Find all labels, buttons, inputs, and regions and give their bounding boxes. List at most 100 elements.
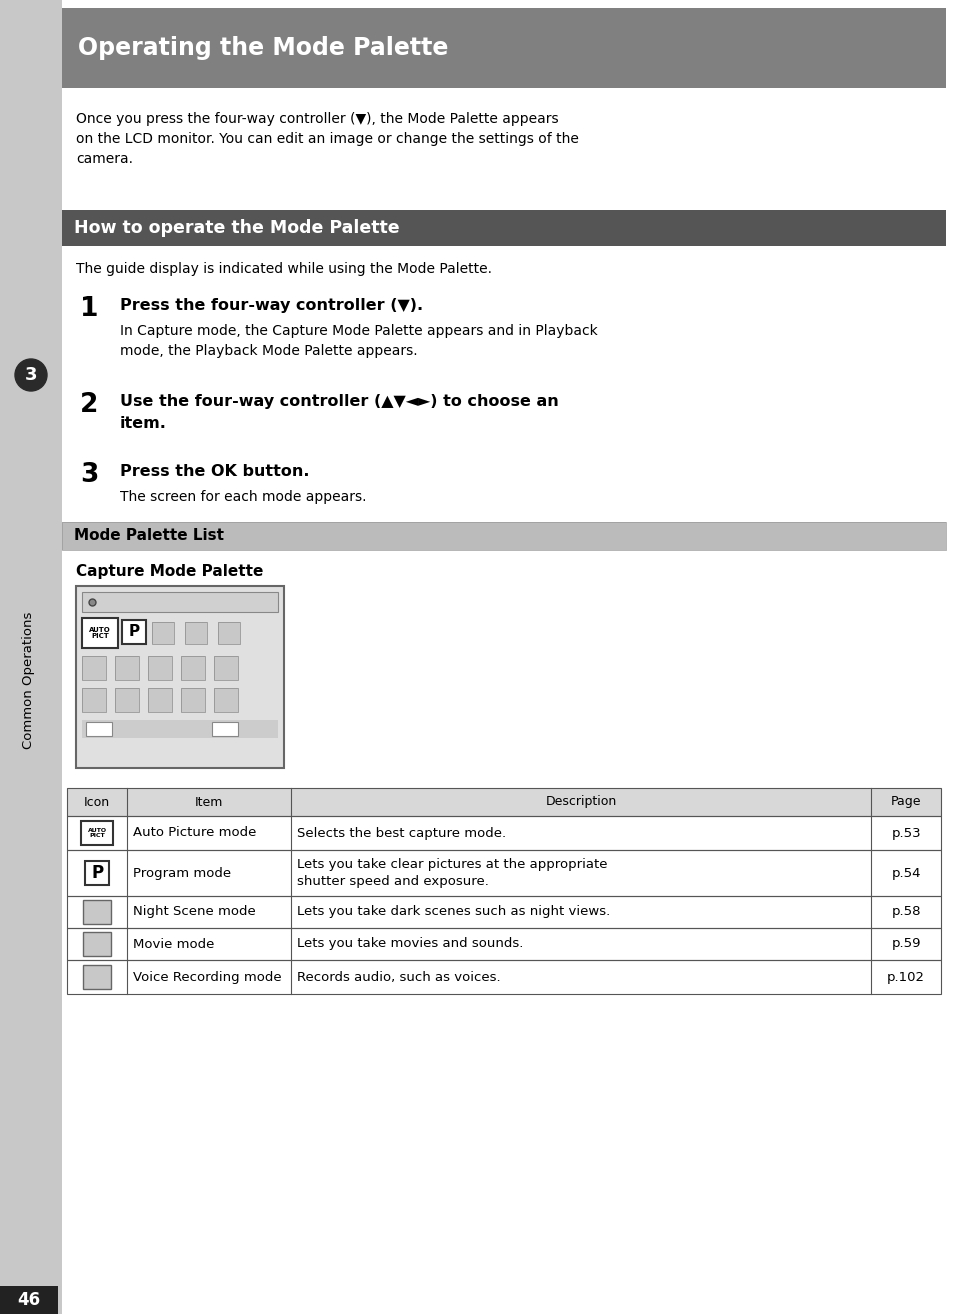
Text: Auto Picture mode: Auto Picture mode bbox=[133, 827, 256, 840]
Text: Press the OK button.: Press the OK button. bbox=[120, 464, 309, 480]
Bar bbox=[122, 620, 146, 644]
Text: Lets you take dark scenes such as night views.: Lets you take dark scenes such as night … bbox=[296, 905, 609, 918]
Text: AUTO
PICT: AUTO PICT bbox=[89, 627, 111, 639]
Bar bbox=[82, 689, 106, 712]
Bar bbox=[67, 788, 940, 816]
Bar bbox=[83, 932, 111, 957]
Text: Page: Page bbox=[890, 795, 921, 808]
Text: Lets you take movies and sounds.: Lets you take movies and sounds. bbox=[296, 937, 522, 950]
Bar bbox=[82, 593, 277, 612]
Bar bbox=[213, 656, 237, 681]
Text: P: P bbox=[91, 865, 103, 882]
Bar bbox=[181, 689, 205, 712]
Bar bbox=[152, 622, 173, 644]
Bar bbox=[67, 896, 940, 928]
Bar bbox=[82, 656, 106, 681]
Bar bbox=[76, 586, 284, 767]
Bar bbox=[148, 689, 172, 712]
Circle shape bbox=[15, 359, 47, 392]
Bar bbox=[62, 522, 945, 551]
Bar bbox=[181, 656, 205, 681]
Text: Operating the Mode Palette: Operating the Mode Palette bbox=[78, 35, 448, 60]
Bar bbox=[76, 586, 284, 767]
Bar bbox=[67, 816, 940, 850]
Text: Movie mode: Movie mode bbox=[133, 937, 214, 950]
Bar bbox=[83, 932, 111, 957]
Bar bbox=[82, 618, 118, 648]
Bar bbox=[115, 689, 139, 712]
Text: Program mode: Program mode bbox=[133, 866, 231, 879]
Bar bbox=[85, 861, 109, 886]
Bar bbox=[82, 656, 106, 681]
Text: 2: 2 bbox=[80, 392, 98, 418]
Bar bbox=[83, 900, 111, 924]
Bar bbox=[0, 0, 62, 1314]
Bar bbox=[67, 961, 940, 993]
Bar bbox=[213, 689, 237, 712]
Bar bbox=[67, 850, 940, 896]
Text: 46: 46 bbox=[17, 1290, 41, 1309]
Text: p.53: p.53 bbox=[890, 827, 920, 840]
Text: P: P bbox=[129, 624, 139, 640]
Text: Voice Recording mode: Voice Recording mode bbox=[133, 971, 281, 983]
Bar bbox=[86, 721, 112, 736]
Text: AUTO
PICT: AUTO PICT bbox=[88, 828, 107, 838]
Bar bbox=[67, 850, 940, 896]
Bar bbox=[81, 821, 113, 845]
Bar bbox=[62, 210, 945, 246]
Bar bbox=[185, 622, 207, 644]
Bar bbox=[82, 618, 118, 648]
Text: How to operate the Mode Palette: How to operate the Mode Palette bbox=[74, 219, 399, 237]
Bar bbox=[218, 622, 240, 644]
Bar bbox=[82, 720, 277, 738]
Text: Lets you take clear pictures at the appropriate
shutter speed and exposure.: Lets you take clear pictures at the appr… bbox=[296, 858, 607, 888]
Text: 3: 3 bbox=[25, 367, 37, 384]
Bar bbox=[82, 593, 277, 612]
Bar bbox=[212, 721, 237, 736]
Bar bbox=[67, 961, 940, 993]
Bar bbox=[213, 689, 237, 712]
Text: p.58: p.58 bbox=[890, 905, 920, 918]
Text: Night Scene mode: Night Scene mode bbox=[133, 905, 255, 918]
Bar bbox=[83, 900, 111, 924]
Bar bbox=[82, 689, 106, 712]
Bar bbox=[115, 656, 139, 681]
Bar bbox=[0, 1286, 58, 1314]
Bar bbox=[81, 821, 113, 845]
Bar bbox=[67, 928, 940, 961]
Text: p.54: p.54 bbox=[890, 866, 920, 879]
Text: Icon: Icon bbox=[84, 795, 110, 808]
Text: Item: Item bbox=[194, 795, 223, 808]
Bar bbox=[62, 522, 945, 551]
Text: Description: Description bbox=[545, 795, 616, 808]
Bar bbox=[67, 816, 940, 850]
Text: Capture Mode Palette: Capture Mode Palette bbox=[76, 564, 263, 579]
Text: p.102: p.102 bbox=[886, 971, 924, 983]
Text: 3: 3 bbox=[80, 463, 98, 487]
Bar bbox=[115, 656, 139, 681]
Bar bbox=[67, 896, 940, 928]
Bar bbox=[185, 622, 207, 644]
Bar bbox=[67, 788, 940, 816]
Bar bbox=[181, 656, 205, 681]
Text: 1: 1 bbox=[80, 296, 98, 322]
Bar bbox=[83, 964, 111, 989]
Bar bbox=[115, 689, 139, 712]
Text: Once you press the four-way controller (▼), the Mode Palette appears
on the LCD : Once you press the four-way controller (… bbox=[76, 112, 578, 166]
Bar bbox=[181, 689, 205, 712]
Text: The screen for each mode appears.: The screen for each mode appears. bbox=[120, 490, 366, 505]
Text: Mode Palette List: Mode Palette List bbox=[74, 528, 224, 544]
Text: p.59: p.59 bbox=[890, 937, 920, 950]
Bar bbox=[148, 656, 172, 681]
Text: In Capture mode, the Capture Mode Palette appears and in Playback
mode, the Play: In Capture mode, the Capture Mode Palett… bbox=[120, 325, 598, 357]
Bar bbox=[62, 8, 945, 88]
Bar bbox=[67, 928, 940, 961]
Bar bbox=[212, 721, 237, 736]
Bar bbox=[86, 721, 112, 736]
Text: Common Operations: Common Operations bbox=[23, 611, 35, 749]
Bar bbox=[122, 620, 146, 644]
Bar bbox=[152, 622, 173, 644]
Bar bbox=[148, 656, 172, 681]
Text: Press the four-way controller (▼).: Press the four-way controller (▼). bbox=[120, 298, 423, 313]
Text: Records audio, such as voices.: Records audio, such as voices. bbox=[296, 971, 500, 983]
